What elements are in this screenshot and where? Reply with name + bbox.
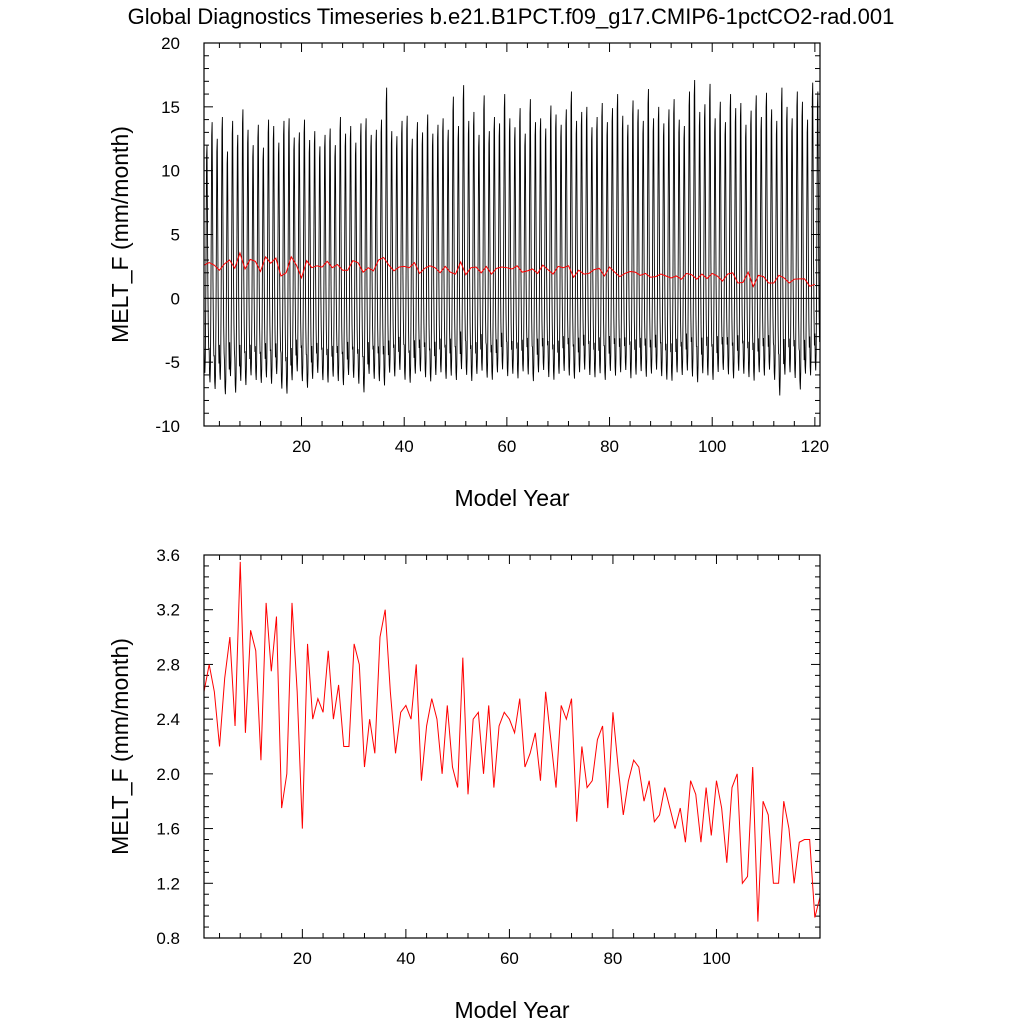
bottom-x-axis-title: Model Year [454, 997, 569, 1023]
top-plot-frame [203, 42, 821, 427]
top-y-axis-title: MELT_F (mm/month) [107, 126, 133, 343]
top-x-tick-label: 120 [801, 437, 829, 456]
bottom-y-tick-label: 2.0 [156, 765, 180, 784]
top-y-tick-label: 10 [161, 162, 180, 181]
bottom-tick-labels: 20 40 60 80 100 0.8 1.2 1.6 2.0 2.4 2.8 3.2 3.6 [156, 546, 730, 968]
top-x-tick-label: 60 [497, 437, 516, 456]
top-panel: 20 40 60 80 100 120 -10 -5 0 5 10 15 20 Model Year M… [107, 34, 829, 511]
bottom-x-tick-label: 20 [293, 949, 312, 968]
figure-title: Global Diagnostics Timeseries b.e21.B1PC… [128, 4, 895, 29]
top-ticks [204, 42, 820, 427]
top-y-tick-label: -10 [155, 417, 180, 436]
top-y-tick-label: 0 [171, 289, 180, 308]
bottom-y-tick-label: 1.2 [156, 874, 180, 893]
bottom-x-tick-label: 40 [396, 949, 415, 968]
top-y-tick-label: -5 [165, 353, 180, 372]
bottom-y-tick-label: 3.6 [156, 546, 180, 565]
bottom-y-axis-title: MELT_F (mm/month) [107, 638, 133, 855]
bottom-y-tick-label: 0.8 [156, 929, 180, 948]
bottom-annual-series-line [203, 561, 821, 922]
bottom-y-tick-label: 1.6 [156, 820, 180, 839]
top-y-tick-label: 15 [161, 98, 180, 117]
top-y-tick-label: 5 [171, 226, 180, 245]
top-x-tick-label: 40 [395, 437, 414, 456]
top-x-tick-label: 80 [600, 437, 619, 456]
bottom-y-tick-label: 2.4 [156, 710, 180, 729]
top-monthly-series-line [203, 80, 821, 396]
top-y-tick-label: 20 [161, 34, 180, 53]
bottom-plot-frame [203, 554, 821, 939]
top-x-tick-label: 20 [292, 437, 311, 456]
top-annual-series-line [203, 251, 816, 288]
bottom-x-tick-label: 60 [500, 949, 519, 968]
bottom-panel: 20 40 60 80 100 0.8 1.2 1.6 2.0 2.4 2.8 3.2 3.6 Mode… [107, 546, 821, 1023]
bottom-x-tick-label: 100 [702, 949, 730, 968]
bottom-ticks [204, 554, 820, 939]
bottom-x-tick-label: 80 [603, 949, 622, 968]
bottom-y-tick-label: 2.8 [156, 655, 180, 674]
top-x-axis-title: Model Year [454, 485, 569, 511]
top-x-tick-label: 100 [698, 437, 726, 456]
top-tick-labels: 20 40 60 80 100 120 -10 -5 0 5 10 15 20 [155, 34, 829, 456]
bottom-y-tick-label: 3.2 [156, 601, 180, 620]
